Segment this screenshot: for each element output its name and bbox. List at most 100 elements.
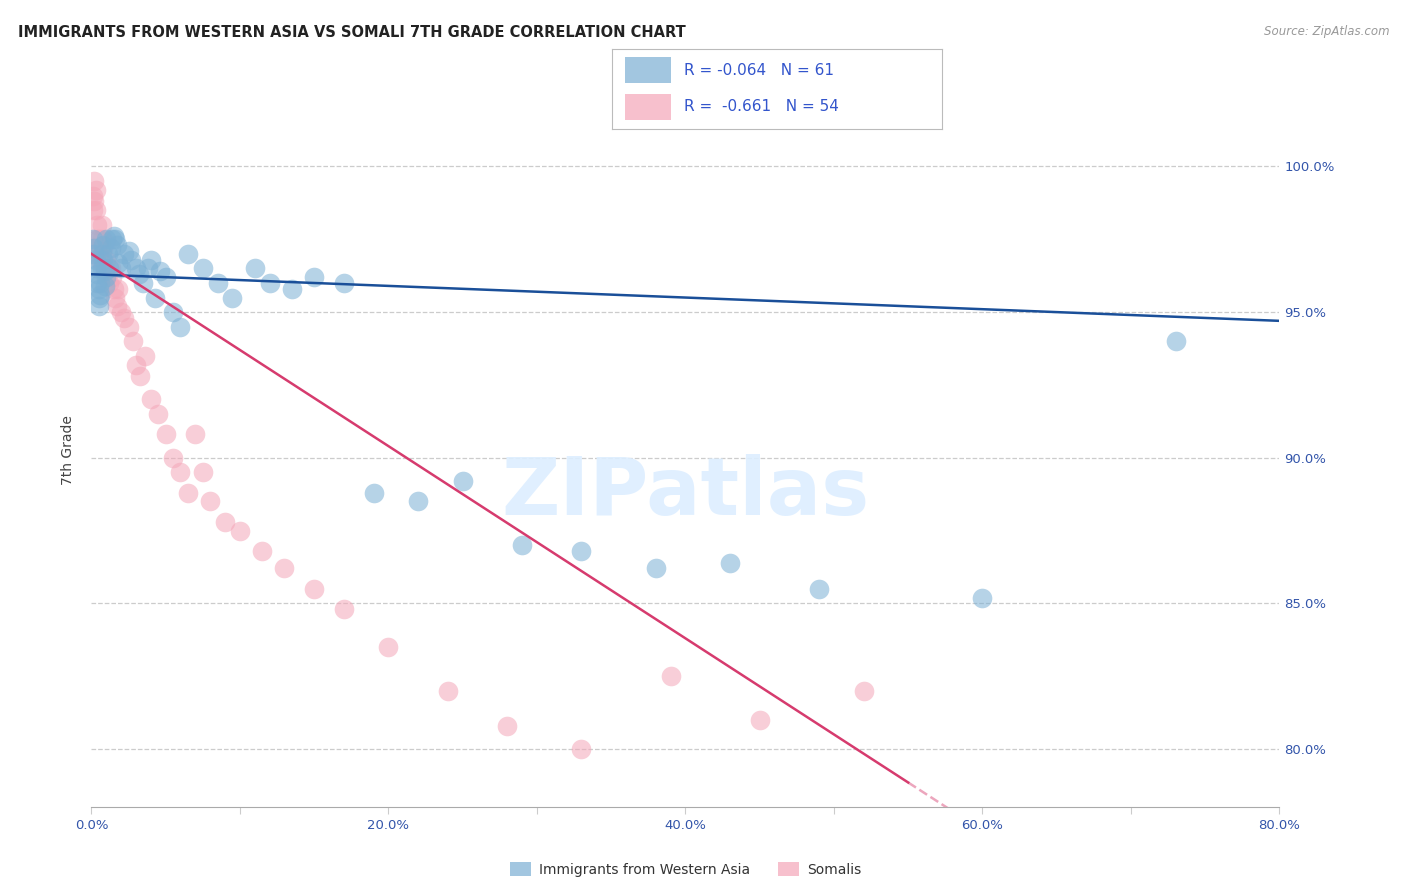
Point xyxy=(155,270,177,285)
Point xyxy=(191,465,214,479)
Point xyxy=(83,194,105,209)
Point xyxy=(91,252,114,267)
Y-axis label: 7th Grade: 7th Grade xyxy=(62,416,76,485)
Point xyxy=(148,407,170,421)
Point xyxy=(184,427,207,442)
Point xyxy=(89,276,111,290)
Text: IMMIGRANTS FROM WESTERN ASIA VS SOMALI 7TH GRADE CORRELATION CHART: IMMIGRANTS FROM WESTERN ASIA VS SOMALI 7… xyxy=(18,25,686,40)
Point xyxy=(91,241,114,255)
Point xyxy=(89,241,111,255)
Point xyxy=(96,232,118,246)
Point xyxy=(87,291,110,305)
Point xyxy=(105,238,128,252)
Point xyxy=(132,276,155,290)
Point xyxy=(134,349,156,363)
Point xyxy=(96,270,118,285)
Point xyxy=(82,203,104,218)
Text: R = -0.064   N = 61: R = -0.064 N = 61 xyxy=(685,63,834,78)
Point xyxy=(136,261,159,276)
Point xyxy=(333,276,356,290)
Point xyxy=(200,494,222,508)
Legend: Immigrants from Western Asia, Somalis: Immigrants from Western Asia, Somalis xyxy=(505,856,866,882)
Point xyxy=(100,261,122,276)
Point xyxy=(96,252,118,267)
Point xyxy=(128,267,150,281)
Point xyxy=(177,247,200,261)
Point xyxy=(125,261,148,276)
Point xyxy=(98,276,121,290)
Point xyxy=(97,247,120,261)
Point xyxy=(972,591,994,605)
Point xyxy=(105,299,128,313)
Point xyxy=(104,291,127,305)
Point xyxy=(90,218,112,232)
Point xyxy=(748,713,770,727)
Point xyxy=(84,252,107,267)
Point xyxy=(571,742,593,756)
Point xyxy=(496,719,519,733)
Point xyxy=(207,276,229,290)
Point xyxy=(139,252,162,267)
Point xyxy=(243,261,266,276)
Point xyxy=(104,232,127,246)
Point xyxy=(644,561,666,575)
Point xyxy=(659,669,682,683)
Point xyxy=(86,267,108,281)
Point xyxy=(94,264,117,278)
Point xyxy=(117,319,139,334)
Point xyxy=(103,229,125,244)
Point xyxy=(162,450,184,465)
Point xyxy=(94,261,117,276)
Point xyxy=(84,261,107,276)
Point xyxy=(221,291,243,305)
Point xyxy=(83,241,105,255)
Point xyxy=(87,247,110,261)
Point xyxy=(281,282,304,296)
Bar xyxy=(624,94,671,120)
Point xyxy=(122,334,145,349)
Text: R =  -0.661   N = 54: R = -0.661 N = 54 xyxy=(685,99,839,114)
Point xyxy=(90,232,112,246)
Point xyxy=(112,247,135,261)
Point xyxy=(84,203,107,218)
Point xyxy=(101,232,124,246)
Point xyxy=(98,261,121,276)
Point xyxy=(1164,334,1187,349)
Text: ZIPatlas: ZIPatlas xyxy=(502,454,869,533)
Point xyxy=(84,183,107,197)
Point xyxy=(302,582,325,596)
Point xyxy=(143,291,166,305)
Point xyxy=(89,252,111,267)
Point xyxy=(82,232,104,246)
Point xyxy=(333,602,356,616)
Point xyxy=(406,494,429,508)
Point xyxy=(87,299,110,313)
Point xyxy=(82,188,104,202)
Point xyxy=(451,474,474,488)
Point xyxy=(117,244,139,258)
Point xyxy=(103,282,125,296)
Point xyxy=(107,282,129,296)
Point xyxy=(302,270,325,285)
Point xyxy=(273,561,295,575)
Point xyxy=(808,582,831,596)
Point xyxy=(155,427,177,442)
Point xyxy=(86,218,108,232)
Point xyxy=(852,683,875,698)
Point xyxy=(121,252,143,267)
Point xyxy=(107,255,129,269)
Point xyxy=(89,287,111,301)
Point xyxy=(377,640,399,654)
Point xyxy=(177,485,200,500)
Point xyxy=(169,319,191,334)
Point xyxy=(169,465,191,479)
Point xyxy=(83,247,105,261)
Point xyxy=(86,232,108,246)
Point xyxy=(139,392,162,407)
Point xyxy=(149,264,172,278)
Point xyxy=(94,279,117,293)
Point xyxy=(214,515,236,529)
Point xyxy=(112,310,135,325)
Text: Source: ZipAtlas.com: Source: ZipAtlas.com xyxy=(1264,25,1389,38)
Point xyxy=(91,238,114,252)
